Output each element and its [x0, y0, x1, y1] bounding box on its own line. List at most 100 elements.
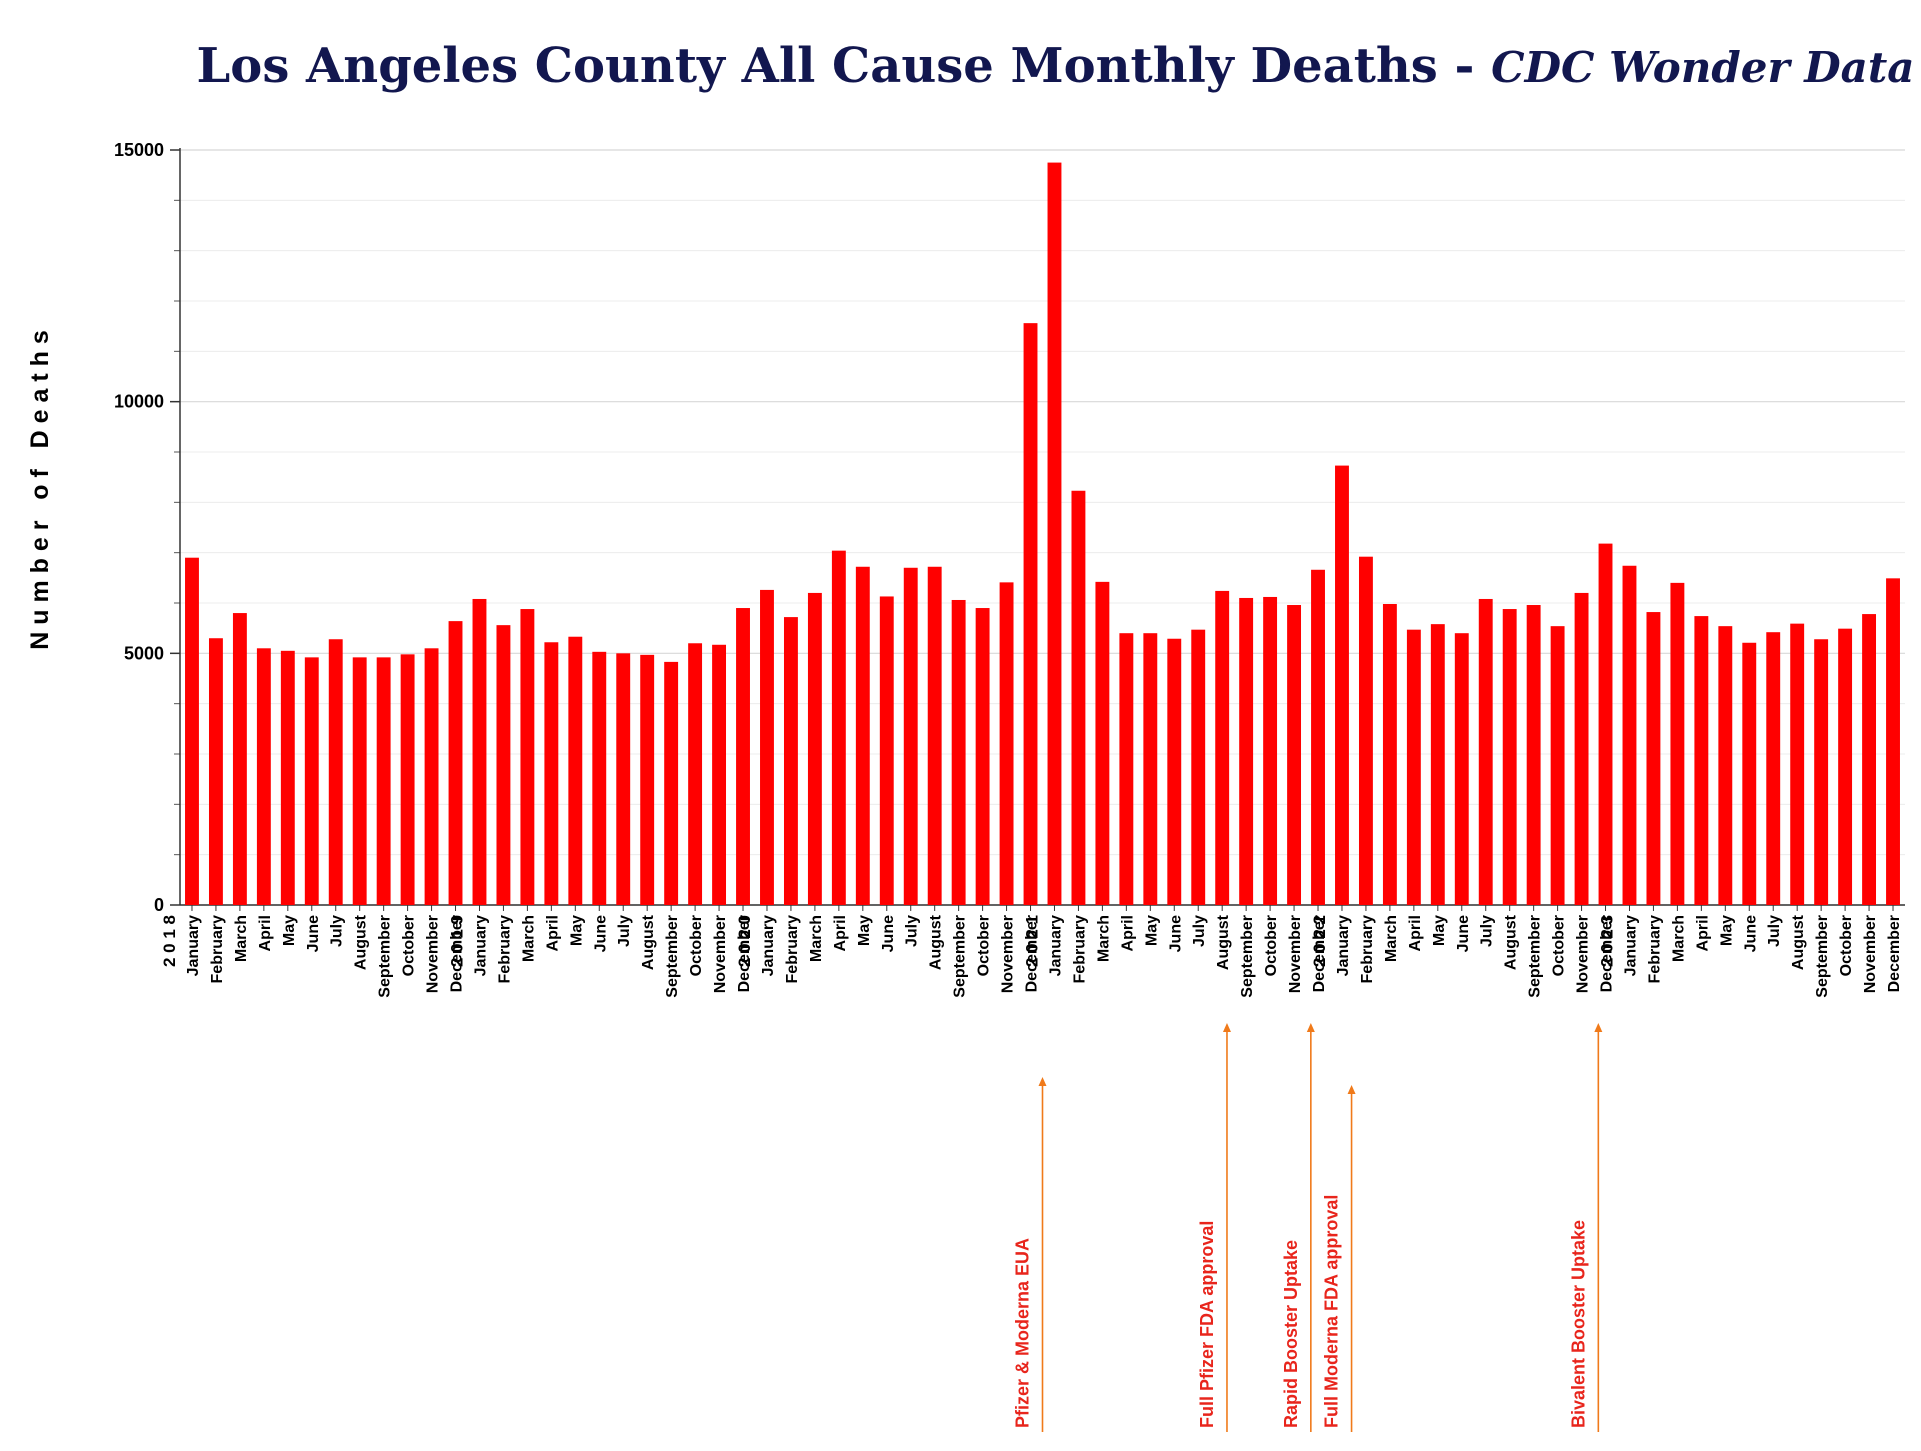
- annotation-arrowhead: [1038, 1077, 1047, 1086]
- bar: [1215, 590, 1230, 905]
- bar: [400, 654, 415, 905]
- bar: [1167, 638, 1182, 905]
- bar-layer: [185, 162, 1900, 906]
- bar: [783, 617, 798, 905]
- bar: [688, 643, 703, 905]
- x-tick-label: September: [1527, 915, 1544, 998]
- x-tick-label: November: [1862, 915, 1879, 993]
- x-tick-label: September: [1814, 915, 1831, 998]
- bar: [616, 653, 631, 905]
- annotation-label: Full Pfizer FDA approval: [1197, 1221, 1217, 1428]
- bar: [1239, 597, 1254, 905]
- bar: [975, 608, 990, 905]
- year-label: 2 0 2 1: [1022, 915, 1041, 967]
- y-tick-label: 15000: [114, 140, 164, 160]
- bar: [999, 582, 1014, 905]
- bar: [712, 644, 727, 905]
- x-tick-label: August: [353, 914, 370, 970]
- bar: [1406, 629, 1421, 905]
- x-tick-label: August: [1790, 914, 1807, 970]
- x-tick-label: June: [1167, 915, 1184, 952]
- bar: [1526, 605, 1541, 905]
- x-tick-label: January: [472, 915, 489, 976]
- x-tick-label: December: [1599, 915, 1616, 992]
- x-tick-label: August: [1215, 914, 1232, 970]
- bar: [951, 599, 966, 905]
- y-tick-label: 5000: [124, 643, 164, 663]
- bar: [304, 657, 319, 905]
- bar: [544, 642, 559, 905]
- bar: [328, 639, 343, 905]
- x-tick-label: February: [784, 915, 801, 984]
- bar: [1790, 623, 1805, 905]
- bar: [807, 592, 822, 905]
- x-tick-label: November: [712, 915, 729, 993]
- bar: [855, 566, 870, 905]
- bar: [1095, 581, 1110, 905]
- year-label: 2 0 2 2: [1310, 915, 1329, 967]
- bar: [1047, 162, 1062, 906]
- bar: [520, 609, 535, 905]
- x-tick-label: April: [832, 915, 849, 951]
- y-tick-label: 0: [154, 895, 164, 915]
- x-tick-label: April: [1119, 915, 1136, 951]
- y-tick-label: 10000: [114, 392, 164, 412]
- bar: [568, 636, 583, 905]
- x-tick-label: December: [1311, 915, 1328, 992]
- x-tick-label: October: [688, 915, 705, 976]
- year-label: 2 0 2 0: [735, 915, 754, 967]
- x-tick-label: June: [880, 915, 897, 952]
- bar: [1478, 598, 1493, 905]
- bar: [280, 650, 295, 905]
- x-tick-label: May: [568, 915, 585, 946]
- bar: [1598, 543, 1613, 905]
- x-tick-label: October: [401, 915, 418, 976]
- x-tick-label: May: [1431, 915, 1448, 946]
- chart-title-main: Los Angeles County All Cause Monthly Dea…: [196, 38, 1475, 94]
- bar: [1574, 592, 1589, 905]
- bar: [1886, 578, 1900, 905]
- bar: [1622, 565, 1637, 905]
- bar: [736, 608, 750, 905]
- x-tick-label: July: [329, 915, 346, 947]
- x-tick-label: February: [1359, 915, 1376, 984]
- chart-title: Los Angeles County All Cause Monthly Dea…: [95, 38, 1921, 94]
- bar: [903, 567, 918, 905]
- x-tick-label: October: [1551, 915, 1568, 976]
- annotation-arrowhead: [1347, 1085, 1356, 1094]
- x-tick-label: March: [808, 915, 825, 962]
- x-tick-label: January: [1335, 915, 1352, 976]
- bar: [1430, 624, 1445, 905]
- bar: [1335, 465, 1349, 905]
- x-tick-label: February: [209, 915, 226, 984]
- bar: [232, 613, 247, 905]
- bar: [592, 651, 607, 905]
- year-label: 2 0 1 8: [160, 915, 179, 967]
- x-tick-label: November: [425, 915, 442, 993]
- x-tick-label: December: [736, 915, 753, 992]
- x-tick-label: January: [760, 915, 777, 976]
- bar: [1191, 629, 1206, 905]
- annotation-layer: Pfizer & Moderna EUA Full Pfizer FDA appr…: [1013, 1023, 1603, 1432]
- x-tick-label: July: [1191, 915, 1208, 947]
- annotation-arrowhead: [1222, 1023, 1231, 1032]
- bar: [1694, 616, 1709, 905]
- x-tick-label: January: [1047, 915, 1064, 976]
- x-tick-label: February: [1646, 915, 1663, 984]
- x-tick-label: May: [1143, 915, 1160, 946]
- bar: [1502, 609, 1517, 905]
- bar: [1358, 556, 1373, 905]
- x-tick-label: October: [1263, 915, 1280, 976]
- x-tick-label: May: [281, 915, 298, 946]
- bar: [664, 661, 679, 905]
- annotation-label: Bivalent Booster Uptake: [1568, 1220, 1588, 1428]
- x-tick-label: January: [1622, 915, 1639, 976]
- x-tick-label: June: [592, 915, 609, 952]
- bar: [1862, 614, 1877, 905]
- x-tick-label: November: [1287, 915, 1304, 993]
- x-tick-label: March: [1095, 915, 1112, 962]
- bar: [1838, 628, 1853, 905]
- bar: [1287, 605, 1302, 905]
- x-tick-label: September: [1239, 915, 1256, 998]
- x-tick-label: June: [1742, 915, 1759, 952]
